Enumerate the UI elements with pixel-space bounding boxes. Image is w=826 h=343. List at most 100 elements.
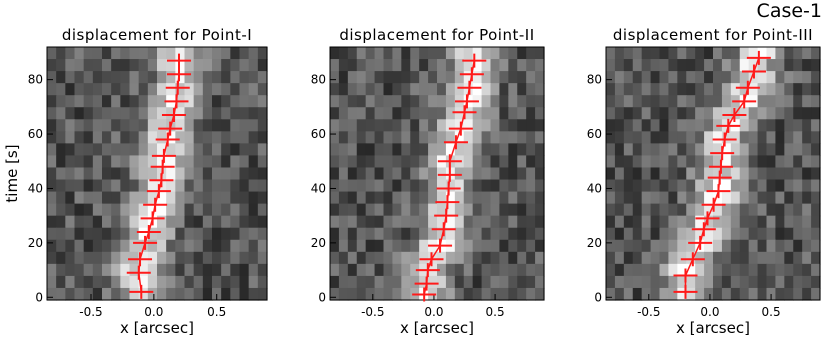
panel-title: displacement for Point-III xyxy=(613,26,813,44)
cross-marker xyxy=(428,238,453,253)
pixel xyxy=(410,83,420,96)
pixel xyxy=(641,239,652,253)
pixel xyxy=(74,239,85,253)
pixel xyxy=(632,191,643,205)
pixel xyxy=(257,287,268,301)
pixel xyxy=(193,95,204,108)
pixel xyxy=(526,287,536,301)
pixel xyxy=(230,95,241,108)
pixel xyxy=(445,131,456,144)
pixel xyxy=(56,167,66,181)
pixel xyxy=(650,107,661,120)
pixel xyxy=(454,59,465,72)
pixel xyxy=(129,227,140,241)
pixel xyxy=(623,227,634,241)
pixel xyxy=(111,167,121,181)
pixel xyxy=(147,107,158,120)
pixel xyxy=(92,203,103,217)
pixel xyxy=(175,47,186,60)
pixel xyxy=(695,227,705,241)
cross-marker xyxy=(448,121,473,136)
pixel xyxy=(230,179,241,193)
pixel xyxy=(499,95,509,108)
pixel xyxy=(184,143,195,157)
pixel xyxy=(802,263,812,277)
pixel xyxy=(365,119,376,132)
pixel xyxy=(748,227,759,241)
pixel xyxy=(695,251,705,265)
cross-marker xyxy=(167,53,191,68)
pixel xyxy=(784,251,794,265)
pixel xyxy=(454,83,465,96)
pixel xyxy=(166,155,176,169)
pixel xyxy=(428,227,438,241)
pixel xyxy=(481,107,492,120)
pixel xyxy=(704,239,714,253)
pixel xyxy=(623,83,634,96)
pixel xyxy=(713,71,723,84)
pixel xyxy=(659,47,670,60)
pixel xyxy=(74,275,85,289)
pixel xyxy=(730,227,741,241)
pixel xyxy=(811,275,821,289)
pixel xyxy=(508,203,518,217)
pixel xyxy=(347,131,358,144)
pixel xyxy=(157,107,167,120)
pixel xyxy=(757,251,768,265)
pixel xyxy=(120,59,131,72)
pixel xyxy=(193,107,204,120)
pixel xyxy=(481,251,492,265)
pixel xyxy=(401,263,411,277)
pixel xyxy=(347,95,358,108)
pixel xyxy=(721,251,732,265)
pixel xyxy=(490,119,501,132)
pixel xyxy=(811,263,821,277)
pixel xyxy=(793,95,803,108)
pixel xyxy=(677,287,687,301)
pixel xyxy=(721,47,732,60)
pixel xyxy=(632,167,643,181)
pixel xyxy=(230,143,241,157)
pixel xyxy=(221,227,231,241)
pixel xyxy=(766,155,777,169)
pixel xyxy=(428,215,438,229)
pixel xyxy=(212,47,222,60)
pixel xyxy=(157,251,167,265)
pixel xyxy=(193,179,204,193)
pixel xyxy=(65,251,76,265)
pixel xyxy=(428,275,438,289)
pixel xyxy=(330,203,340,217)
pixel xyxy=(392,143,402,157)
pixel xyxy=(102,143,112,157)
pixel xyxy=(374,251,385,265)
x-tick-label: -0.5 xyxy=(361,305,384,319)
pixel xyxy=(775,143,785,157)
pixel xyxy=(56,131,66,144)
pixel xyxy=(686,47,696,60)
pixel xyxy=(632,47,643,60)
pixel xyxy=(632,119,643,132)
pixel xyxy=(111,143,121,157)
pixel xyxy=(175,287,186,301)
pixel xyxy=(517,131,527,144)
pixel xyxy=(356,47,367,60)
pixel xyxy=(356,95,367,108)
cross-marker xyxy=(128,252,153,267)
cross-marker xyxy=(146,184,171,199)
pixel xyxy=(83,83,94,96)
pixel xyxy=(138,203,149,217)
pixel xyxy=(748,143,759,157)
pixel xyxy=(650,167,661,181)
pixel xyxy=(374,95,385,108)
pixel xyxy=(472,155,483,169)
pixel xyxy=(472,179,483,193)
cross-marker xyxy=(741,64,766,79)
pixel xyxy=(383,143,394,157)
pixel xyxy=(526,71,536,84)
x-tick-label: 0.5 xyxy=(762,305,781,319)
pixel xyxy=(748,287,759,301)
pixel xyxy=(811,131,821,144)
pixel xyxy=(614,203,625,217)
pixel xyxy=(221,167,231,181)
pixel xyxy=(775,119,785,132)
